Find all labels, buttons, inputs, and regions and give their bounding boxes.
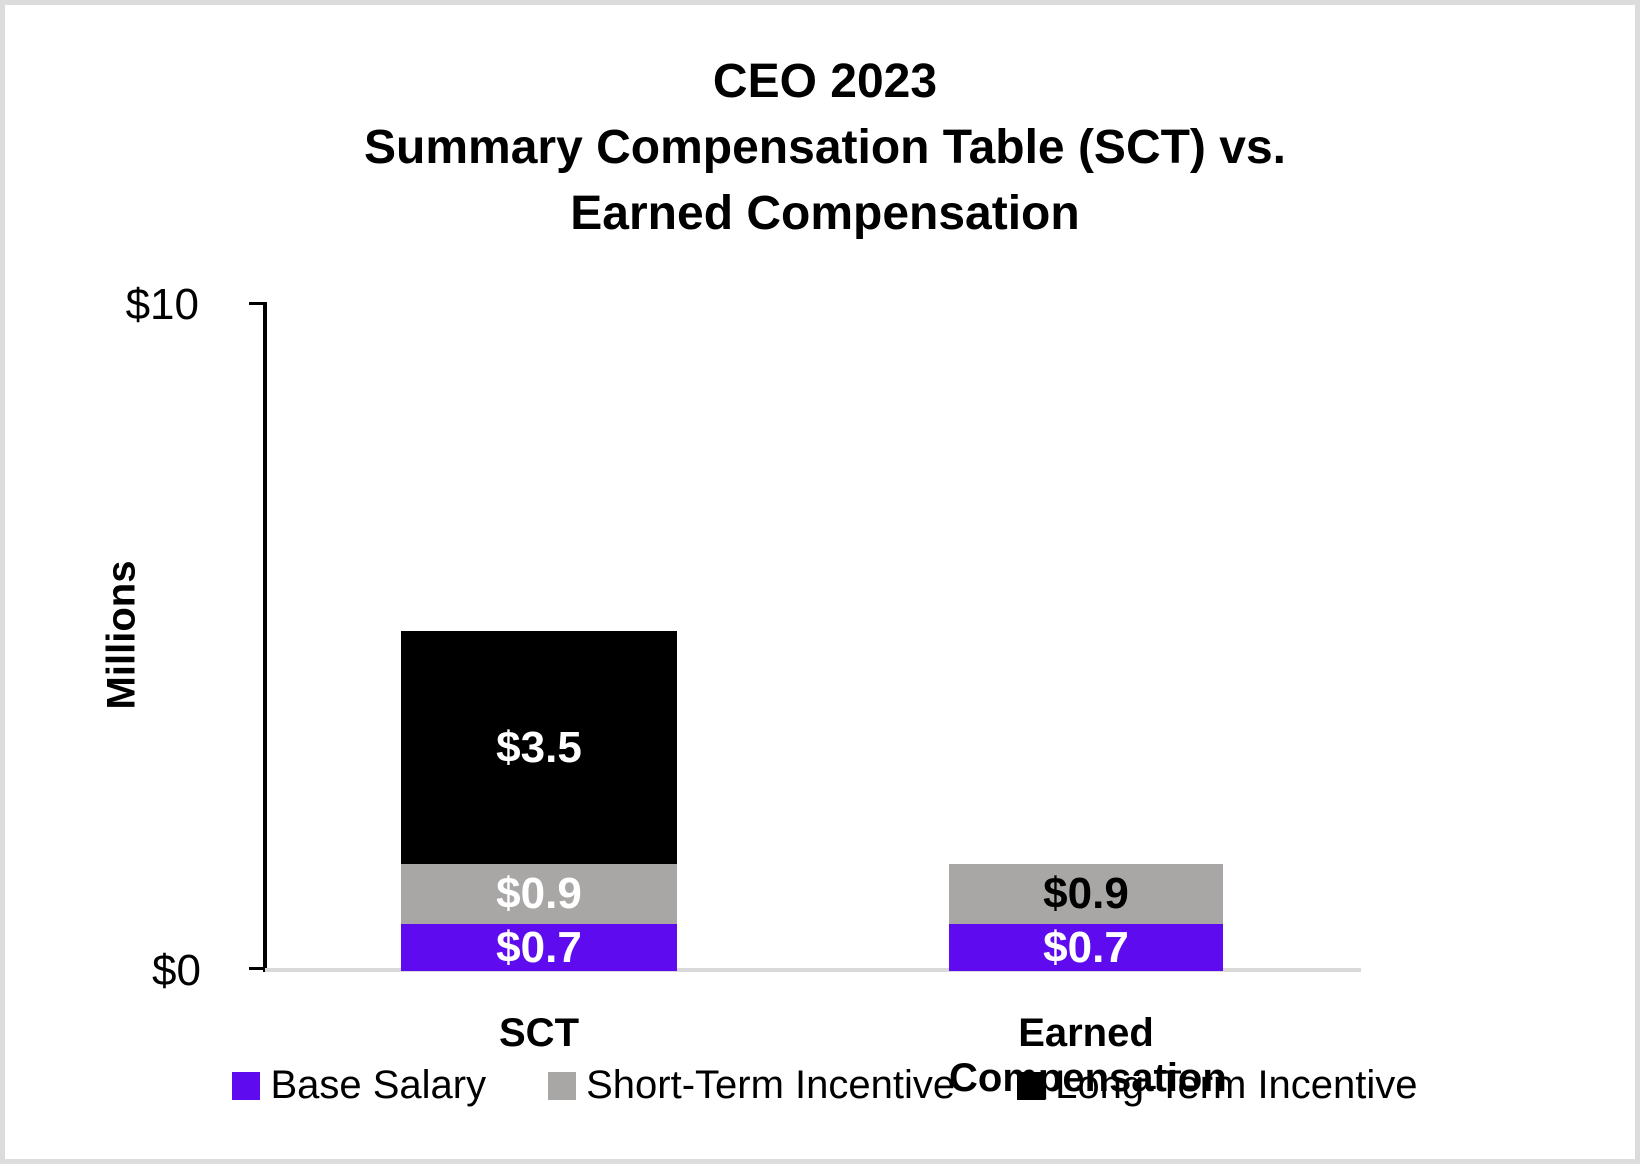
legend-item-short-term-incentive: Short-Term Incentive bbox=[548, 1063, 955, 1108]
y-axis-tick-top bbox=[249, 302, 263, 305]
legend-label-base-salary: Base Salary bbox=[270, 1063, 487, 1107]
legend-label-short-term-incentive: Short-Term Incentive bbox=[586, 1063, 956, 1107]
bar-segment-earned-compensation-short-term-incentive: $0.9 bbox=[949, 864, 1223, 925]
bar-value-label: $0.9 bbox=[496, 869, 582, 919]
legend-swatch-base-salary-icon bbox=[232, 1071, 261, 1100]
legend-item-long-term-incentive: Long-Term Incentive bbox=[1017, 1063, 1418, 1108]
bar-value-label: $3.5 bbox=[496, 722, 582, 772]
chart-title-line-1: CEO 2023 bbox=[712, 55, 938, 108]
chart-title: CEO 2023 Summary Compensation Table (SCT… bbox=[5, 49, 1635, 247]
chart-title-line-2: Summary Compensation Table (SCT) vs. bbox=[364, 121, 1286, 174]
y-axis-title: Millions bbox=[99, 560, 144, 710]
bar-segment-sct-long-term-incentive: $3.5 bbox=[401, 630, 677, 865]
bar-segment-earned-compensation-base-salary: $0.7 bbox=[949, 924, 1223, 971]
bar-value-label: $0.7 bbox=[496, 922, 582, 972]
legend-swatch-long-term-incentive-icon bbox=[1017, 1071, 1046, 1100]
legend: Base Salary Short-Term Incentive Long-Term… bbox=[5, 1063, 1635, 1108]
chart-title-line-3: Earned Compensation bbox=[570, 187, 1080, 240]
bar-value-label: $0.9 bbox=[1043, 869, 1129, 919]
bar-segment-sct-short-term-incentive: $0.9 bbox=[401, 864, 677, 925]
y-axis-line bbox=[263, 302, 267, 972]
y-axis-tick-bottom bbox=[249, 967, 263, 970]
legend-item-base-salary: Base Salary bbox=[232, 1063, 486, 1108]
x-axis-line bbox=[265, 968, 1361, 972]
category-label-sct: SCT bbox=[499, 1011, 579, 1055]
category-label-earned-compensation: Earned Compensation bbox=[949, 1011, 1227, 1100]
y-tick-label-10: $10 bbox=[125, 280, 199, 329]
bar-value-label: $0.7 bbox=[1043, 922, 1129, 972]
legend-swatch-short-term-incentive-icon bbox=[548, 1071, 577, 1100]
legend-label-long-term-incentive: Long-Term Incentive bbox=[1055, 1063, 1418, 1107]
y-tick-label-0: $0 bbox=[152, 946, 201, 995]
bar-segment-sct-base-salary: $0.7 bbox=[401, 924, 677, 971]
